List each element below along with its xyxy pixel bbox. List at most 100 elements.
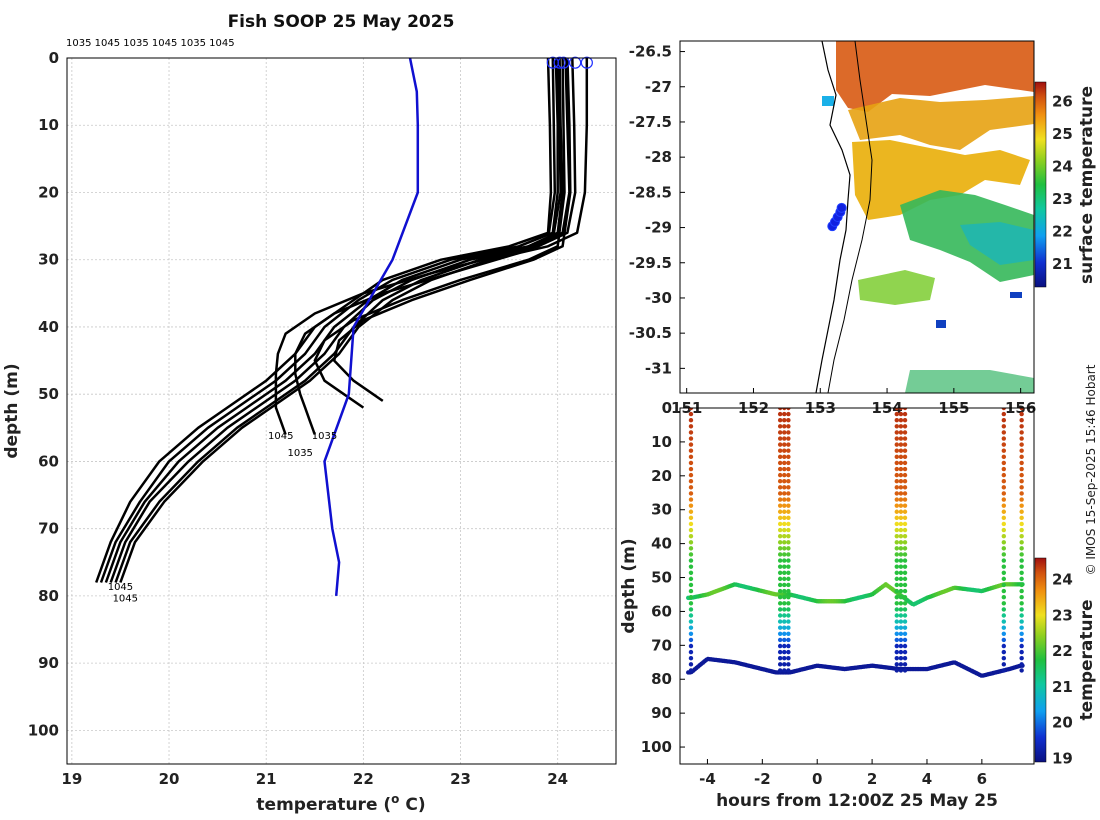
sst-field [822,41,1034,393]
scatter-point [777,491,783,496]
scatter-point [782,631,787,637]
scatter-point [782,430,787,435]
scatter-point [902,619,908,624]
x-label-text: temperature ( [256,795,391,815]
scatter-point [902,503,908,508]
scatter-point [894,509,899,514]
scatter-point [777,521,783,527]
scatter-point [898,582,904,588]
cast-annotation: 1045 [108,582,133,593]
scatter-point [894,485,899,490]
scatter-point [688,570,694,575]
scatter-point [894,619,899,624]
scatter-y-tick-label: 70 [651,636,672,654]
scatter-point [1019,436,1024,441]
scatter-point [1001,582,1007,588]
map-colorbar-tick: 21 [1052,255,1073,273]
scatter-point [777,649,783,655]
scatter-point [902,662,908,667]
scatter-point [782,570,787,575]
scatter-point [786,515,791,521]
scatter-point [898,552,904,557]
sst-warm-band [848,96,1034,150]
scatter-point [782,509,787,514]
scatter-point [782,442,787,447]
scatter-point [898,558,904,563]
scatter-point [898,479,904,484]
scatter-point [688,619,694,624]
scatter-point [1019,408,1024,411]
scatter-colorbar-tick: 19 [1052,749,1073,767]
scatter-point [786,546,791,551]
scatter-point [1001,430,1007,435]
scatter-point [1019,558,1024,563]
scatter-colorbar-tick: 22 [1052,642,1073,660]
scatter-point [782,576,787,582]
scatter-point [786,582,791,588]
scatter-point [1001,656,1007,661]
map-colorbar-tick: 22 [1052,223,1073,241]
scatter-point [688,656,694,661]
profile-line [99,57,559,583]
scatter-point [777,570,783,575]
y-tick-label: 10 [38,116,59,134]
scatter-point [902,509,908,514]
scatter-point [688,521,694,527]
scatter-point [894,527,899,533]
scatter-y-tick-label: 30 [651,501,672,519]
scatter-point [782,594,787,600]
scatter-colorbar-tick: 21 [1052,678,1073,696]
scatter-point [688,466,694,472]
scatter-point [782,552,787,557]
scatter-point [898,576,904,582]
scatter-point [902,649,908,655]
scatter-point [1019,662,1024,667]
scatter-point [786,576,791,582]
scatter-point [902,527,908,533]
scatter-point [786,479,791,484]
scatter-point [782,601,787,606]
scatter-point [1001,619,1007,624]
scatter-point [777,576,783,582]
scatter-point [688,588,694,594]
scatter-point [786,485,791,490]
scatter-point [1001,601,1007,606]
scatter-colorbar [1034,557,1047,763]
scatter-point [1001,613,1007,618]
scatter-point [786,649,791,655]
scatter-point [1019,509,1024,514]
x-tick-label: 23 [450,770,471,788]
scatter-point [1019,594,1024,600]
scatter-point [688,509,694,514]
y-tick-label: 60 [38,452,59,470]
scatter-point [894,656,899,661]
x-tick-label: 20 [159,770,180,788]
scatter-point [688,408,694,411]
scatter-point [782,533,787,539]
scatter-point [688,533,694,539]
scatter-point [902,491,908,496]
scatter-point [782,497,787,502]
scatter-point [898,503,904,508]
scatter-point [1019,668,1024,673]
scatter-point [1019,497,1024,502]
scatter-point [1001,515,1007,521]
scatter-point [786,448,791,453]
scatter-y-tick-label: 60 [651,602,672,620]
mean-profile-line [323,57,420,597]
map-y-tick-label: -30 [645,289,672,307]
scatter-point [777,418,783,423]
scatter-point [688,631,694,637]
scatter-point [902,424,908,429]
scatter-point [782,408,787,411]
scatter-point [786,472,791,478]
scatter-point [894,418,899,423]
map-y-tick-label: -31 [645,359,672,377]
map-frame [679,40,1035,394]
scatter-point [1001,607,1007,612]
scatter-point [898,662,904,667]
scatter-point [902,497,908,502]
scatter-points [686,408,1025,678]
scatter-point [688,424,694,429]
y-tick-label: 90 [38,654,59,672]
